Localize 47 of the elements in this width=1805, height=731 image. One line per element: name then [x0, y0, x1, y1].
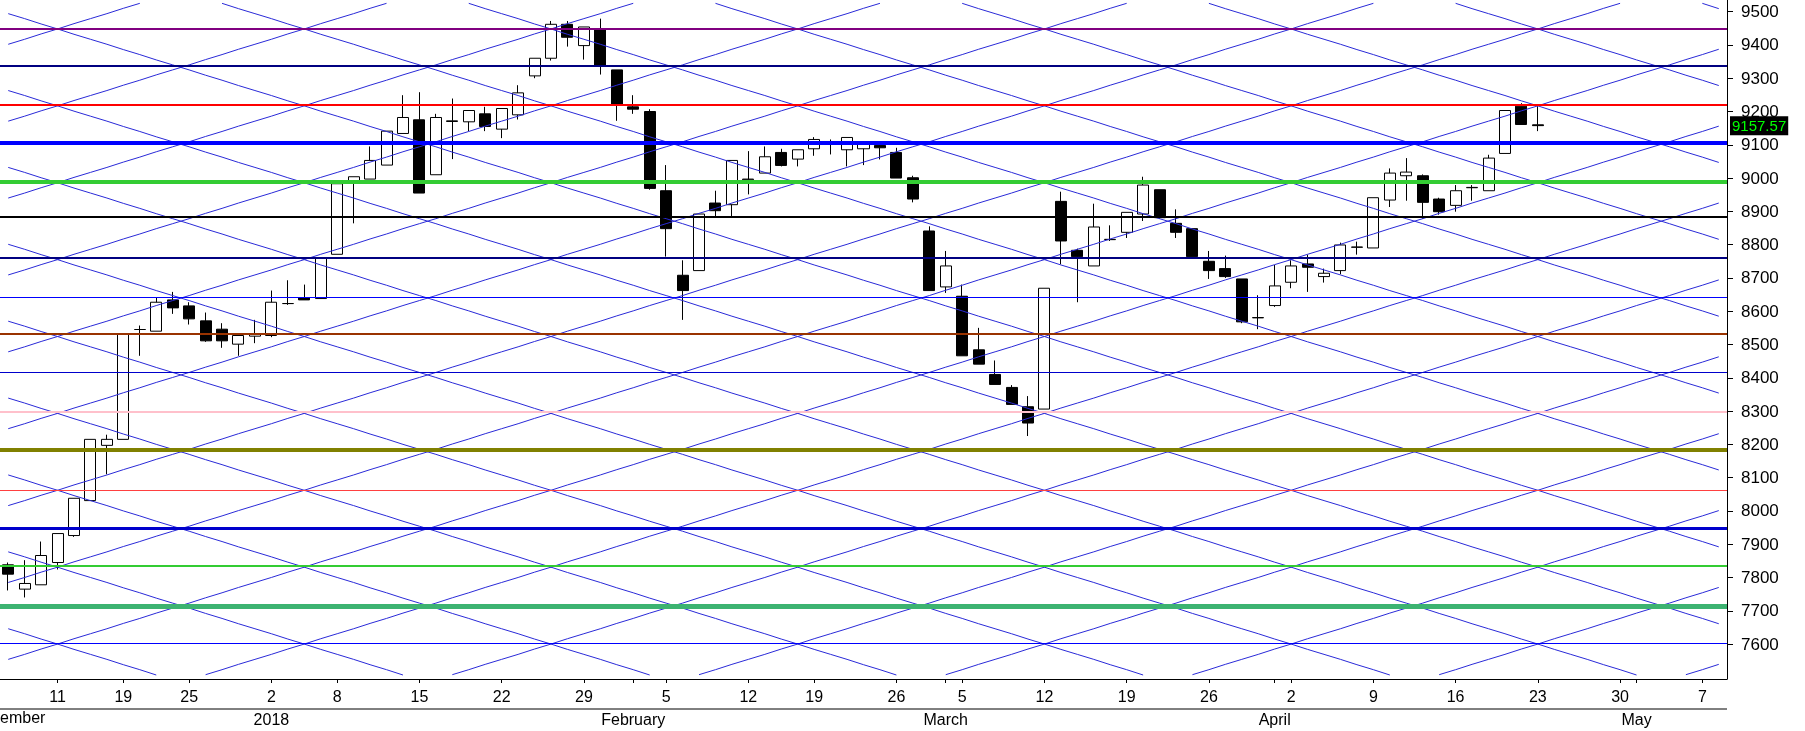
y-tick-label: 8500	[1741, 334, 1779, 354]
y-tick-label: 8100	[1741, 468, 1779, 488]
x-tick-label: 19	[805, 688, 824, 705]
y-tick-label: 7900	[1741, 534, 1779, 554]
y-tick-label: 9400	[1741, 35, 1779, 55]
x-tick-label: 11	[49, 688, 66, 705]
x-tick-label: March	[923, 711, 968, 728]
x-tick-label: 7	[1697, 688, 1707, 705]
y-tick-label: 9500	[1741, 2, 1779, 22]
x-tick-label: 19	[1117, 688, 1136, 705]
y-tick-label: 7800	[1741, 567, 1779, 587]
x-tick-label: 9	[1368, 688, 1378, 705]
x-tick-label: 5	[957, 688, 967, 705]
text: ember	[0, 708, 47, 726]
text: 9157.57	[1732, 117, 1787, 135]
x-tick-label: 15	[410, 688, 429, 705]
x-tick-label: February	[601, 711, 666, 728]
y-tick-label: 8800	[1741, 235, 1779, 255]
y-tick-label: 8600	[1741, 301, 1779, 321]
y-tick-label: 7700	[1741, 601, 1779, 621]
y-tick-label: 7600	[1741, 634, 1779, 654]
y-tick-label: 9000	[1741, 168, 1779, 188]
x-tick-label: 5	[661, 688, 671, 705]
y-tick-label: 8900	[1741, 201, 1779, 221]
x-tick-label: 12	[1035, 688, 1054, 705]
y-tick-label: 8200	[1741, 434, 1779, 454]
x-tick-label: 26	[1200, 688, 1218, 705]
x-tick-label: 30	[1611, 688, 1630, 705]
x-tick-label: May	[1621, 711, 1652, 728]
x-tick-label: 16	[1446, 688, 1465, 705]
x-tick-label: 2	[1286, 688, 1296, 705]
x-tick-label: 22	[492, 688, 511, 705]
x-tick-label: 19	[114, 688, 133, 705]
y-tick-label: 9300	[1741, 68, 1779, 88]
x-tick-label: 29	[574, 688, 593, 705]
x-tick-label: 8	[332, 688, 342, 705]
x-tick-label: 23	[1528, 688, 1547, 705]
x-tick-label: 2 2018	[253, 688, 290, 728]
x-tick-label: 12	[739, 688, 758, 705]
y-tick-label: 8700	[1741, 268, 1779, 288]
x-tick-label: April	[1258, 711, 1291, 728]
x-tick-label: 25	[180, 688, 199, 705]
y-tick-label: 8000	[1741, 501, 1779, 521]
y-tick-label: 8300	[1741, 401, 1779, 421]
x-tick-label: 26	[887, 688, 906, 705]
y-tick-label: 9100	[1741, 135, 1779, 155]
y-tick-label: 8400	[1741, 368, 1779, 388]
